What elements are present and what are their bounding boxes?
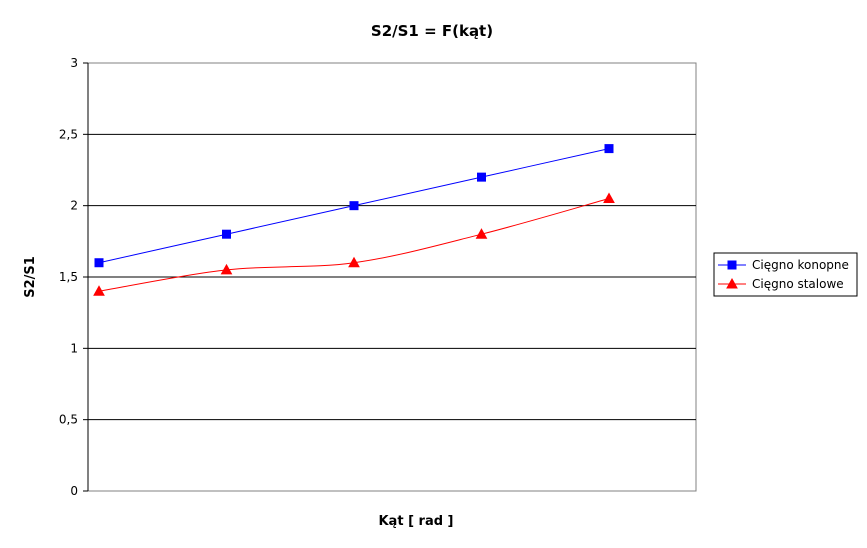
y-tick-label: 0,5 bbox=[59, 413, 78, 427]
legend-box bbox=[713, 252, 858, 297]
y-tick-label: 0 bbox=[70, 484, 78, 498]
data-point bbox=[475, 228, 488, 239]
data-point bbox=[604, 144, 614, 154]
series-2 bbox=[93, 192, 615, 296]
legend: Cięgno konopne Cięgno stalowe bbox=[713, 252, 858, 297]
legend-item: Cięgno stalowe bbox=[718, 277, 844, 291]
y-tick-label: 2 bbox=[70, 199, 78, 213]
data-point bbox=[348, 256, 360, 268]
x-axis-label: Kąt [ rad ] bbox=[378, 514, 453, 529]
y-axis-label: S2/S1 bbox=[23, 256, 38, 298]
data-point bbox=[220, 263, 233, 275]
series-group bbox=[93, 144, 615, 296]
legend-label: Cięgno stalowe bbox=[752, 277, 844, 291]
grid-lines bbox=[83, 62, 696, 492]
series-1 bbox=[94, 144, 614, 268]
legend-marker bbox=[727, 260, 737, 270]
data-point bbox=[349, 201, 359, 211]
legend-item: Cięgno konopne bbox=[718, 258, 849, 272]
data-point bbox=[94, 258, 104, 268]
y-tick-labels: 0 0,5 1 1,5 2 2,5 3 bbox=[59, 56, 78, 498]
data-point bbox=[477, 172, 486, 182]
y-tick-label: 3 bbox=[70, 56, 78, 70]
data-point bbox=[93, 285, 105, 296]
chart-title: S2/S1 = F(kąt) bbox=[371, 22, 493, 40]
data-point bbox=[222, 229, 231, 239]
y-tick-label: 1,5 bbox=[59, 270, 78, 284]
y-tick-label: 1 bbox=[70, 341, 78, 355]
legend-marker bbox=[726, 277, 738, 289]
y-tick-label: 2,5 bbox=[59, 127, 78, 141]
data-point bbox=[603, 192, 615, 204]
legend-label: Cięgno konopne bbox=[752, 258, 849, 272]
